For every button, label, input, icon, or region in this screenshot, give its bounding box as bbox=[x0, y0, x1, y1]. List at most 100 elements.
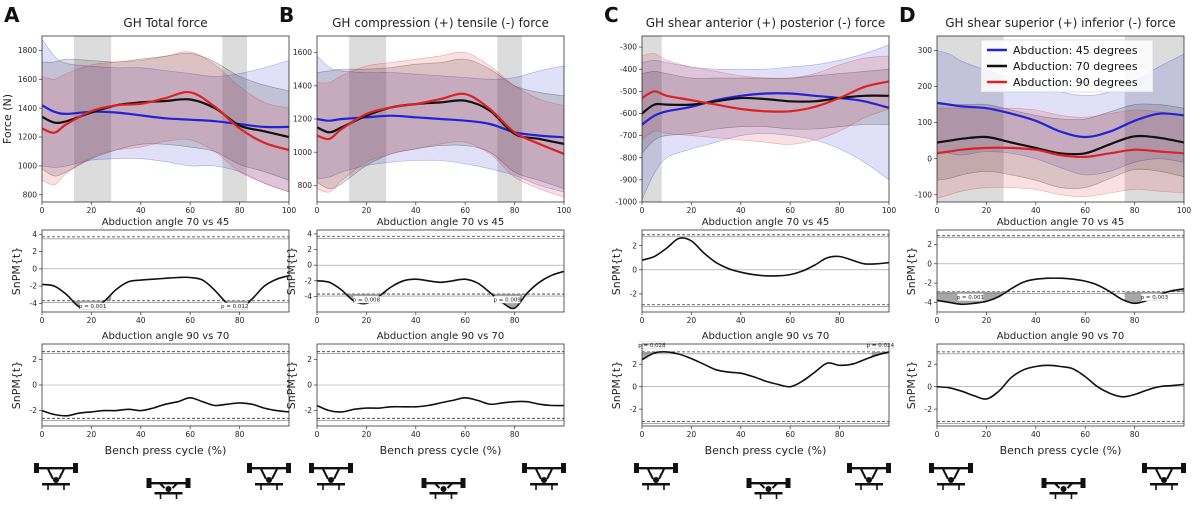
icon-bar bbox=[247, 467, 291, 470]
significance-region bbox=[74, 36, 112, 202]
spm-xtick-label: 0 bbox=[315, 430, 320, 439]
bench-press-bottom-icon bbox=[746, 478, 791, 499]
force-ytick-label: 1600 bbox=[293, 48, 312, 57]
icon-head bbox=[866, 477, 872, 483]
sd-band-2 bbox=[317, 58, 564, 190]
icon-plate-left bbox=[1142, 463, 1147, 473]
spm-xtick-label: 20 bbox=[87, 316, 97, 325]
icon-arm-left bbox=[647, 468, 654, 480]
icon-plate-right bbox=[348, 463, 353, 473]
spm-xtick-label: 80 bbox=[1130, 430, 1140, 439]
icon-plate-right bbox=[185, 478, 191, 488]
icon-bench bbox=[255, 483, 283, 486]
icon-bar bbox=[522, 467, 566, 470]
spm-ytick-label: 2 bbox=[307, 355, 312, 364]
icon-arm-right bbox=[658, 468, 665, 480]
spm-panel-d-1: Abduction angle 70 vs 45 SnPM{t} p = 0.001… bbox=[905, 217, 1185, 325]
force-xtick-label: 100 bbox=[1177, 206, 1192, 215]
p-value-box bbox=[493, 295, 521, 304]
spm-xtick-label: 40 bbox=[136, 430, 146, 439]
icon-plate-right bbox=[286, 463, 291, 473]
icon-head bbox=[765, 486, 772, 492]
icon-arm-left bbox=[535, 468, 542, 480]
force-ytick-label: 300 bbox=[918, 46, 933, 55]
spm-xtick-label: 0 bbox=[40, 430, 45, 439]
bench-press-start-icon bbox=[929, 463, 973, 490]
icon-plate-right bbox=[886, 463, 891, 473]
force-ytick-label: -100 bbox=[915, 190, 932, 199]
force-xtick-label: 80 bbox=[835, 206, 845, 215]
x-axis-label: Bench press cycle (%) bbox=[105, 444, 227, 457]
spm-ytick-label: 2 bbox=[927, 360, 932, 369]
icon-head bbox=[53, 477, 59, 483]
spm-ytick-label: -2 bbox=[30, 406, 38, 415]
bench-press-bottom-icon bbox=[1041, 478, 1086, 499]
force-ytick-label: -1000 bbox=[615, 198, 637, 207]
spm-ytick-label: 0 bbox=[927, 259, 932, 268]
spm-ytick-label: -2 bbox=[305, 406, 313, 415]
spm-ytick-label: 0 bbox=[32, 264, 37, 273]
icon-plate-left bbox=[146, 478, 152, 488]
spm-ytick-label: 0 bbox=[632, 382, 637, 391]
spm-plot-area bbox=[42, 351, 289, 421]
panel-title: GH shear superior (+) inferior (-) force bbox=[945, 16, 1176, 30]
spm-frame bbox=[41, 229, 290, 313]
icon-head bbox=[541, 477, 547, 483]
spm-xtick-label: 40 bbox=[736, 430, 746, 439]
mean-line-3 bbox=[937, 146, 1184, 159]
panel-label: B bbox=[279, 3, 294, 27]
spm-xtick-label: 80 bbox=[235, 430, 245, 439]
panel-title: GH shear anterior (+) posterior (-) forc… bbox=[646, 16, 886, 30]
spm-comparison-title: Abduction angle 70 vs 45 bbox=[102, 217, 230, 228]
panel-title: GH compression (+) tensile (-) force bbox=[332, 16, 549, 30]
force-xtick-label: 20 bbox=[982, 206, 992, 215]
spm-ytick-label: 0 bbox=[632, 265, 637, 274]
force-panel-b: B GH compression (+) tensile (-) force 0 20… bbox=[279, 3, 571, 215]
p-value-label: p = 0.024 bbox=[867, 343, 895, 349]
spm-ytick-label: 2 bbox=[32, 247, 37, 256]
icon-bar bbox=[1041, 482, 1086, 485]
legend-label-2: Abduction: 70 degrees bbox=[1013, 60, 1138, 73]
bench-press-end-icon bbox=[247, 463, 291, 490]
x-axis-label: Bench press cycle (%) bbox=[380, 444, 502, 457]
legend-label-3: Abduction: 90 degrees bbox=[1013, 76, 1138, 89]
spm-t-curve bbox=[42, 396, 289, 417]
icon-bench bbox=[42, 483, 70, 486]
bench-press-start-icon bbox=[309, 463, 353, 490]
icon-arm-left bbox=[1053, 482, 1061, 489]
spm-comparison-title: Abduction angle 70 vs 45 bbox=[997, 217, 1125, 228]
force-ytick-label: -800 bbox=[620, 153, 637, 162]
icon-plate-left bbox=[746, 478, 752, 488]
icon-plate-left bbox=[522, 463, 527, 473]
force-ytick-label: -700 bbox=[620, 131, 637, 140]
force-frame bbox=[641, 35, 890, 203]
spm-ytick-label: 2 bbox=[32, 355, 37, 364]
force-xtick-label: 0 bbox=[40, 206, 45, 215]
panel-label: C bbox=[604, 3, 619, 27]
p-value-label: p = 0.001 bbox=[957, 295, 984, 301]
spm-xtick-label: 60 bbox=[460, 430, 470, 439]
force-frame bbox=[41, 35, 290, 203]
icon-bench bbox=[855, 483, 883, 486]
icon-arm-left bbox=[1155, 468, 1162, 480]
force-xtick-label: 20 bbox=[362, 206, 372, 215]
spm-xtick-label: 60 bbox=[460, 316, 470, 325]
icon-head bbox=[266, 477, 272, 483]
icon-plate-right bbox=[1080, 478, 1086, 488]
panel-label: D bbox=[899, 3, 916, 27]
icon-arm-left bbox=[433, 482, 441, 489]
spm-plot-area bbox=[42, 236, 289, 310]
spm-xtick-label: 80 bbox=[1130, 316, 1140, 325]
p-value-label: p = 0.009 bbox=[494, 297, 522, 303]
spm-plot-area bbox=[642, 234, 889, 308]
spm-xtick-label: 20 bbox=[687, 430, 697, 439]
mean-line-3 bbox=[317, 92, 564, 155]
spm-y-label: SnPM{t} bbox=[610, 247, 623, 295]
panel-label: A bbox=[4, 3, 20, 27]
icon-arm-left bbox=[942, 468, 949, 480]
icon-bar bbox=[929, 467, 973, 470]
icon-bench bbox=[154, 492, 183, 495]
spm-xtick-label: 60 bbox=[185, 430, 195, 439]
